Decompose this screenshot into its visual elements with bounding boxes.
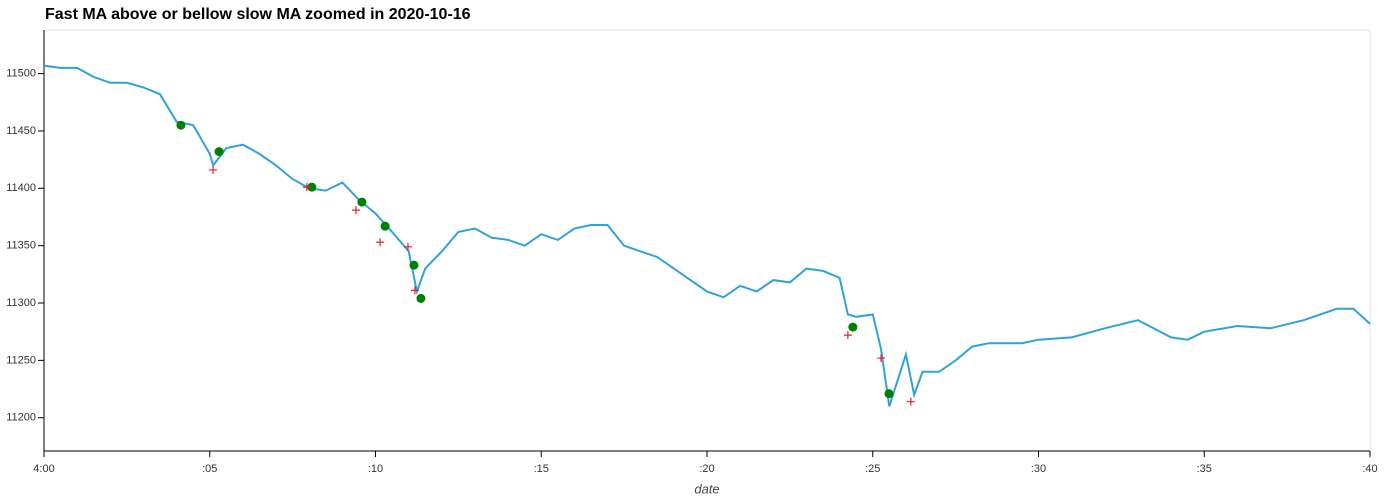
- signal-plus: [209, 165, 218, 174]
- x-axis-label: date: [694, 481, 719, 496]
- y-tick-label: 11200: [6, 412, 36, 424]
- signal-dot: [380, 221, 390, 231]
- y-tick-label: 11450: [6, 125, 36, 137]
- price-line: [43, 64, 1371, 407]
- signal-plus: [376, 238, 385, 247]
- signal-plus: [403, 242, 412, 251]
- x-tick-label: :35: [1197, 463, 1212, 475]
- signal-dot: [884, 389, 894, 399]
- y-tick-label: 11300: [6, 297, 36, 309]
- x-tick-label: :15: [534, 463, 549, 475]
- y-tick-label: 11250: [6, 354, 36, 366]
- x-tick-label: :30: [1031, 463, 1046, 475]
- x-tick-label: :05: [202, 463, 217, 475]
- y-tick-label: 11400: [6, 182, 36, 194]
- signal-dot: [416, 293, 426, 303]
- signal-plus: [906, 397, 915, 406]
- signal-plus: [351, 206, 360, 215]
- signal-plus: [410, 286, 419, 295]
- x-tick-label: 4:00: [33, 463, 54, 475]
- y-tick-label: 11350: [6, 240, 36, 252]
- signal-dot: [409, 260, 419, 270]
- signal-plus: [302, 183, 311, 192]
- y-tick-label: 11500: [6, 67, 36, 79]
- signal-dot: [307, 182, 317, 192]
- chart-title: Fast MA above or bellow slow MA zoomed i…: [45, 6, 471, 23]
- signal-dot: [848, 322, 858, 332]
- x-tick-label: :20: [699, 463, 714, 475]
- x-tick-label: :25: [865, 463, 880, 475]
- signal-plus: [843, 331, 852, 340]
- signal-dot: [357, 197, 367, 207]
- signal-plus: [877, 354, 886, 363]
- signal-dot: [214, 147, 224, 157]
- signal-dot: [176, 120, 186, 130]
- x-tick-label: :10: [368, 463, 383, 475]
- x-tick-label: :40: [1362, 463, 1377, 475]
- plot-frame: [43, 29, 1371, 452]
